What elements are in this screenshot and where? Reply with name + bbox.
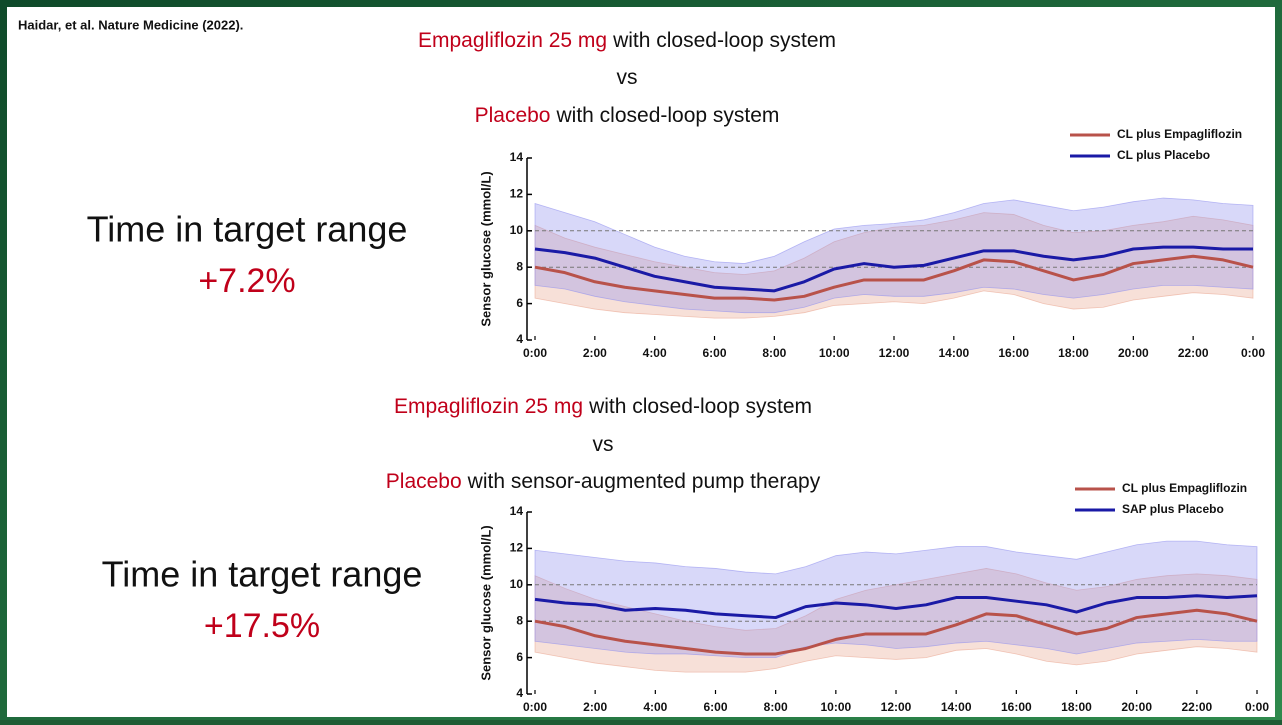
x-tick-label: 8:00 [764,700,788,714]
x-tick-label: 22:00 [1178,346,1209,360]
chart-title: vs [617,66,638,89]
x-tick-label: 10:00 [819,346,850,360]
annotation-label: Time in target range [102,554,423,595]
y-tick-label: 6 [516,296,523,310]
x-tick-label: 20:00 [1118,346,1149,360]
x-tick-label: 4:00 [643,346,667,360]
x-tick-label: 8:00 [762,346,786,360]
x-tick-label: 0:00 [523,700,547,714]
mean-line [534,254,1254,302]
y-tick-label: 12 [510,187,524,201]
x-tick-label: 2:00 [583,346,607,360]
x-tick-label: 14:00 [938,346,969,360]
confidence-band [534,197,1254,314]
x-tick-label: 4:00 [643,700,667,714]
x-tick-label: 16:00 [1001,700,1032,714]
chart-title: Empagliflozin 25 mg with closed-loop syst… [418,29,836,52]
plot: 4 6 8 10 12 14 0:00 2:00 4:00 6:00 8:00 10:00 12:00 1… [478,127,1265,360]
title-text: with closed-loop system [588,395,812,418]
title-highlight: Placebo [475,104,551,127]
x-tick-label: 12:00 [879,346,910,360]
title-text: with sensor-augmented pump therapy [467,470,821,493]
annotation-value: +7.2% [198,262,295,300]
confidence-band [534,212,1254,319]
x-tick-label: 20:00 [1121,700,1152,714]
slide-body [7,7,1275,717]
y-tick-label: 14 [510,150,524,164]
x-tick-label: 6:00 [702,346,726,360]
x-tick-label: 0:00 [523,346,547,360]
annotation-label: Time in target range [87,209,408,250]
y-tick-label: 14 [510,504,524,518]
title-text: with closed-loop system [555,104,779,127]
x-tick-label: 12:00 [881,700,912,714]
y-axis-label: Sensor glucose (mmol/L) [478,171,493,326]
y-tick-label: 6 [516,650,523,664]
plot: 4 6 8 10 12 14 0:00 2:00 4:00 6:00 8:00 10:00 12:00 1… [478,481,1269,714]
x-tick-label: 16:00 [998,346,1029,360]
annotation-value: +17.5% [204,607,320,645]
x-tick-label: 0:00 [1241,346,1265,360]
mean-line [534,594,1258,620]
title-highlight: Empagliflozin 25 mg [418,29,607,52]
title-highlight: Empagliflozin 25 mg [394,395,583,418]
mean-line [534,245,1253,293]
x-tick-label: 18:00 [1058,346,1089,360]
chart-title: vs [593,433,614,456]
confidence-band [534,540,1258,658]
title-highlight: Placebo [386,470,462,493]
x-tick-label: 14:00 [941,700,972,714]
chart-title: Placebo with closed-loop system [475,104,780,127]
y-tick-label: 10 [510,577,524,591]
confidence-band [534,568,1258,673]
x-tick-label: 0:00 [1245,700,1269,714]
x-tick-label: 18:00 [1061,700,1092,714]
y-tick-label: 8 [516,259,523,273]
title-text: vs [593,433,614,456]
citation: Haidar, et al. Nature Medicine (2022). [18,17,243,32]
title-text: with closed-loop system [612,29,836,52]
x-tick-label: 2:00 [583,700,607,714]
legend-label: CL plus Empagliflozin [1122,481,1247,495]
legend-label: SAP plus Placebo [1122,502,1224,516]
y-tick-label: 8 [516,613,523,627]
y-tick-label: 12 [510,541,524,555]
y-tick-label: 4 [516,686,523,700]
x-tick-label: 10:00 [820,700,851,714]
legend-label: CL plus Placebo [1117,148,1210,162]
chart-title: Placebo with sensor-augmented pump therap… [386,470,821,493]
title-text: vs [617,66,638,89]
chart-title: Empagliflozin 25 mg with closed-loop syst… [394,395,812,418]
y-axis-label: Sensor glucose (mmol/L) [478,525,493,680]
x-tick-label: 22:00 [1181,700,1212,714]
y-tick-label: 10 [510,223,524,237]
mean-line [534,608,1258,656]
y-tick-label: 4 [516,332,523,346]
x-tick-label: 6:00 [703,700,727,714]
legend-label: CL plus Empagliflozin [1117,127,1242,141]
